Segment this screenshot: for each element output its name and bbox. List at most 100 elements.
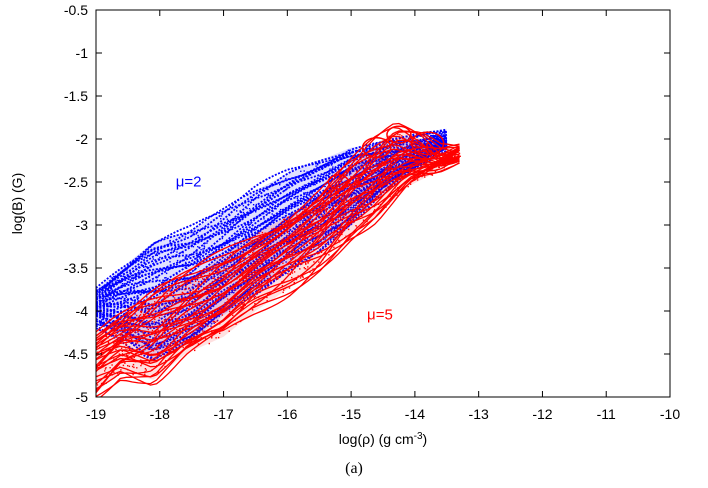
series-point (333, 168, 335, 170)
series-point (283, 289, 285, 291)
series-point (441, 151, 443, 153)
series-point (157, 329, 159, 331)
series-point (331, 164, 333, 166)
series-point (410, 146, 412, 149)
series-point (313, 207, 315, 209)
series-point (380, 190, 382, 192)
series-point (118, 341, 120, 343)
series-point (385, 152, 388, 154)
series-point (204, 338, 207, 340)
series-point (405, 157, 407, 159)
series-point (374, 191, 376, 193)
series-point (167, 309, 169, 312)
series-point (113, 312, 115, 315)
series-point (232, 264, 235, 266)
series-point (101, 315, 104, 317)
series-point (123, 325, 125, 327)
series-point (152, 305, 154, 308)
y-tick-label: -1 (76, 45, 89, 61)
series-point (208, 294, 210, 296)
series-point (299, 277, 302, 279)
series-point (347, 200, 349, 203)
series-point (124, 328, 126, 330)
series-point (217, 273, 219, 275)
data-layer (96, 122, 461, 397)
series-point (436, 137, 438, 139)
series-point (340, 177, 342, 179)
series-point (416, 143, 418, 145)
series-point (208, 305, 210, 307)
series-point (312, 211, 315, 213)
series-point (124, 333, 127, 335)
series-point (164, 327, 167, 329)
series-point (355, 170, 358, 172)
series-point (318, 213, 320, 216)
series-point (328, 211, 330, 213)
series-point (169, 352, 171, 354)
series-point (151, 329, 154, 332)
series-point (196, 250, 198, 252)
series-point (120, 286, 122, 289)
series-point (138, 320, 140, 322)
series-point (111, 369, 113, 371)
series-point (255, 211, 257, 213)
series-point (450, 154, 452, 156)
series-point (257, 245, 260, 248)
series-point (221, 314, 223, 316)
series-point (198, 284, 200, 286)
series-point (236, 317, 238, 320)
series-point (281, 285, 284, 287)
series-track (96, 137, 448, 296)
series-point (132, 373, 134, 376)
series-point (142, 265, 144, 267)
series-point (318, 261, 320, 263)
series-point (152, 350, 155, 352)
series-point (161, 366, 163, 369)
series-point (305, 199, 308, 201)
series-point (183, 297, 185, 299)
series-point (171, 302, 174, 305)
series-point (110, 357, 112, 359)
series-point (429, 173, 431, 175)
series-point (176, 329, 178, 331)
series-point (287, 247, 289, 249)
series-point (303, 229, 305, 231)
series-point (191, 276, 193, 279)
series-point (350, 172, 352, 175)
series-point (109, 367, 111, 369)
series-point (243, 303, 246, 306)
series-point (230, 222, 232, 224)
series-point (208, 235, 210, 238)
series-point (343, 208, 345, 211)
series-point (139, 328, 141, 331)
series-point (340, 199, 343, 201)
series-point (100, 323, 102, 325)
series-point (264, 276, 266, 278)
series-point (223, 266, 225, 268)
series-point (432, 157, 434, 160)
series-point (201, 275, 204, 278)
series-point (97, 388, 99, 390)
series-point (419, 159, 422, 161)
series-point (452, 159, 454, 161)
series-point (133, 360, 135, 362)
series-point (130, 315, 132, 317)
series-point (314, 183, 316, 186)
series-point (399, 165, 401, 167)
series-point (291, 272, 294, 274)
series-point (257, 296, 260, 299)
series-point (244, 258, 247, 260)
series-point (174, 255, 177, 258)
series-point (190, 340, 193, 343)
series-point (129, 270, 131, 273)
series-point (448, 161, 450, 164)
series-point (103, 322, 105, 324)
series-point (277, 195, 280, 197)
series-point (235, 249, 238, 252)
series-point (161, 320, 164, 323)
series-point (445, 163, 447, 166)
series-point (226, 324, 228, 326)
series-point (266, 293, 269, 295)
series-point (121, 283, 124, 285)
series-point (256, 262, 259, 264)
